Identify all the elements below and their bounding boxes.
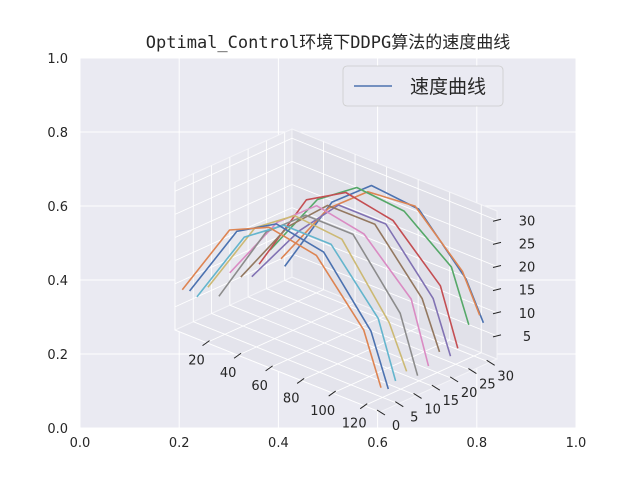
3d-z-gridline xyxy=(291,230,498,314)
3d-z-tick xyxy=(492,265,502,268)
outer-y-tick-label: 0.2 xyxy=(47,348,68,363)
series-line xyxy=(188,223,390,390)
3d-z-gridline xyxy=(174,137,293,192)
3d-y-tick xyxy=(486,359,495,366)
3d-y-tick xyxy=(376,409,386,416)
3d-x-tick-label: 120 xyxy=(342,417,367,432)
legend-label: 速度曲线 xyxy=(410,76,486,98)
3d-z-gridline xyxy=(174,253,293,308)
3d-z-tick-label: 30 xyxy=(519,214,536,229)
series-line xyxy=(258,191,459,349)
3d-z-tick xyxy=(492,218,502,222)
3d-z-tick-label: 15 xyxy=(519,284,536,299)
3d-x-tick xyxy=(233,352,242,359)
3d-x-tick-label: 40 xyxy=(220,366,237,381)
3d-y-tick xyxy=(449,376,459,383)
outer-y-tick-label: 0.4 xyxy=(47,274,68,289)
3d-y-tick xyxy=(395,401,404,408)
series-line xyxy=(181,226,382,388)
3d-y-tick-label: 30 xyxy=(497,369,514,384)
outer-x-tick-label: 0.0 xyxy=(70,436,91,451)
3d-y-tick-label: 5 xyxy=(410,411,418,426)
series-line xyxy=(251,204,452,357)
outer-y-tick-label: 0.6 xyxy=(47,200,68,215)
3d-y-tick-label: 25 xyxy=(479,378,496,393)
3d-x-gridline xyxy=(300,327,419,381)
3d-z-gridline xyxy=(291,184,498,267)
series-line xyxy=(207,214,408,372)
outer-y-tick-label: 0.8 xyxy=(47,126,68,141)
3d-z-tick xyxy=(492,241,502,245)
3d-z-tick-label: 5 xyxy=(523,330,531,345)
3d-x-tick-label: 20 xyxy=(188,354,205,369)
3d-x-tick-label: 80 xyxy=(283,392,300,407)
3d-y-gridline xyxy=(211,313,417,396)
3d-y-tick-label: 0 xyxy=(392,419,400,434)
outer-x-tick-label: 0.2 xyxy=(169,436,190,451)
series-line xyxy=(196,224,397,382)
series-line xyxy=(240,204,441,353)
3d-z-tick xyxy=(492,311,502,315)
3d-z-gridline xyxy=(174,184,293,238)
3d-gridlines xyxy=(174,132,498,413)
legend: 速度曲线 xyxy=(342,65,504,107)
3d-x-tick xyxy=(328,390,336,397)
3d-z-tick xyxy=(492,288,502,292)
3d-x-tick-label: 60 xyxy=(251,379,268,394)
3d-y-tick-label: 20 xyxy=(461,386,478,401)
3d-x-gridline xyxy=(364,352,482,407)
outer-x-tick-label: 0.6 xyxy=(367,436,388,451)
3d-z-tick-label: 10 xyxy=(519,307,536,322)
3d-x-gridline xyxy=(237,301,356,356)
outer-x-tick-label: 0.4 xyxy=(268,436,289,451)
3d-z-gridline xyxy=(174,160,293,215)
3d-y-tick xyxy=(468,368,477,375)
3d-z-tick-label: 25 xyxy=(519,237,536,252)
3d-y-tick xyxy=(431,384,441,391)
3d-x-tick-label: 100 xyxy=(310,404,335,419)
3d-z-gridline xyxy=(291,137,498,221)
outer-x-tick-label: 1.0 xyxy=(566,436,587,451)
3d-x-gridline xyxy=(206,289,324,344)
3d-z-gridline xyxy=(291,160,498,244)
3d-y-gridline xyxy=(284,279,490,363)
3d-y-tick-label: 15 xyxy=(443,394,460,409)
outer-y-tick-label: 0.0 xyxy=(47,422,68,437)
outer-axes-ticks: 0.0 0.2 0.4 0.6 0.8 1.0 0.0 0.2 0.4 0.6 0.8 1.0 xyxy=(47,52,586,451)
3d-x-tick xyxy=(265,365,273,372)
outer-y-tick-label: 1.0 xyxy=(47,52,68,67)
series-line xyxy=(218,214,419,376)
legend-box xyxy=(342,65,504,107)
3d-y-gridline xyxy=(229,304,436,388)
3d-y-gridline xyxy=(193,321,399,405)
3d-x-tick xyxy=(296,378,305,384)
3d-z-tick-label: 20 xyxy=(519,261,536,276)
3d-x-tick xyxy=(202,340,210,347)
outer-x-tick-label: 0.8 xyxy=(466,436,487,451)
3d-z-gridline xyxy=(291,207,498,291)
3d-y-tick-label: 10 xyxy=(424,402,441,417)
3d-z-tick xyxy=(492,334,502,338)
3d-series-lines xyxy=(181,184,485,390)
3d-z-gridline xyxy=(174,207,293,262)
3d-z-gridline xyxy=(291,253,498,337)
3d-y-gridline xyxy=(247,296,454,380)
3d-x-tick xyxy=(359,403,368,410)
3d-y-gridline xyxy=(266,288,472,372)
3d-y-gridline xyxy=(174,329,381,413)
3d-y-tick xyxy=(413,393,422,399)
chart-title: Optimal_Control环境下DDPG算法的速度曲线 xyxy=(146,33,510,53)
